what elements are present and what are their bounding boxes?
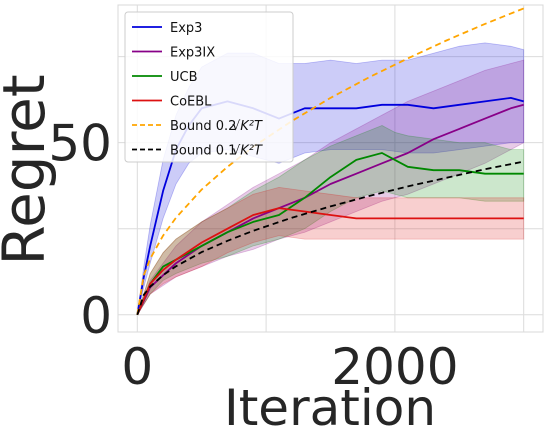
legend-label-bound-0-1: Bound 0.1: [170, 144, 236, 159]
legend-label-exp3: Exp3: [170, 21, 202, 36]
x-axis-title: Iteration: [224, 379, 436, 437]
y-tick-label: 0: [80, 287, 112, 345]
legend-label-ucb: UCB: [170, 70, 198, 85]
legend-math-bound-0-2: √K²T: [232, 119, 263, 134]
y-tick-label: 50: [48, 115, 112, 173]
coebl-line: [136, 207, 524, 316]
legend-box: [124, 11, 294, 163]
legend-label-bound-0-2: Bound 0.2: [170, 119, 236, 134]
legend-label-exp3ix: Exp3IX: [170, 46, 215, 61]
tick-labels: 0 2000 0 50: [48, 115, 458, 396]
x-tick-label: 2000: [331, 338, 458, 396]
legend-label-coebl: CoEBL: [170, 95, 212, 110]
legend-math-bound-0-1: √K²T: [232, 144, 263, 159]
exp3ix-line: [136, 103, 524, 316]
y-axis-title: Regret: [0, 74, 58, 265]
x-tick-label: 0: [121, 338, 153, 396]
ucb-band: [136, 125, 525, 316]
